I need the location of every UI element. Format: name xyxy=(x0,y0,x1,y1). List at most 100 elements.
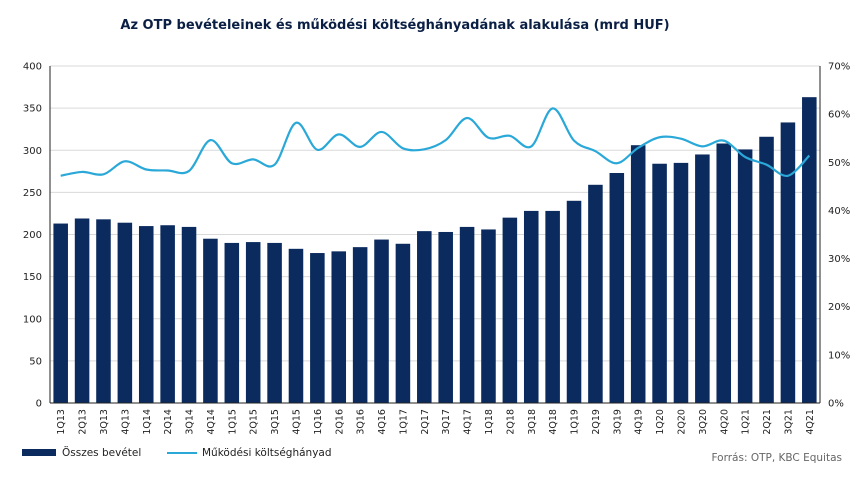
bar xyxy=(716,143,732,403)
bar xyxy=(203,238,218,403)
x-tick-label: 4Q17 xyxy=(463,409,474,435)
x-tick-label: 4Q14 xyxy=(206,409,217,435)
bar xyxy=(695,154,710,403)
left-tick-label: 350 xyxy=(23,104,42,115)
bar xyxy=(117,222,133,403)
x-tick-label: 1Q20 xyxy=(655,409,666,435)
bar xyxy=(138,226,154,403)
bar xyxy=(53,223,68,403)
bar xyxy=(802,97,817,404)
right-axis-ticks: 0% 10% 20% 30% 40% 50% 60% 70% xyxy=(828,62,850,410)
bar xyxy=(459,226,475,403)
x-tick-label: 2Q15 xyxy=(249,409,260,435)
x-tick-label: 1Q21 xyxy=(741,409,752,435)
bar xyxy=(502,217,518,403)
x-tick-label: 1Q19 xyxy=(570,409,581,435)
x-tick-label: 3Q16 xyxy=(356,409,367,435)
right-tick-label: 40% xyxy=(828,206,850,217)
x-tick-label: 4Q15 xyxy=(291,409,302,435)
x-tick-label: 2Q17 xyxy=(420,409,431,435)
cost-ratio-line xyxy=(60,107,811,177)
bar xyxy=(181,226,197,403)
x-tick-label: 1Q13 xyxy=(56,409,67,435)
bar xyxy=(630,145,646,403)
left-tick-label: 400 xyxy=(23,62,42,73)
left-tick-label: 200 xyxy=(23,230,42,241)
right-tick-label: 70% xyxy=(828,62,850,73)
bar xyxy=(673,162,689,403)
x-tick-label: 2Q14 xyxy=(163,409,174,435)
x-tick-label: 3Q18 xyxy=(527,409,538,435)
bar xyxy=(267,242,282,403)
right-tick-label: 0% xyxy=(828,399,844,410)
x-tick-label: 1Q16 xyxy=(313,409,324,435)
left-tick-label: 300 xyxy=(23,146,42,157)
bar xyxy=(780,122,796,403)
x-tick-label: 4Q19 xyxy=(634,409,645,435)
x-axis-ticks: 1Q13 2Q13 3Q13 4Q13 1Q14 2Q14 3Q14 4Q14 1Q15 2Q15… xyxy=(56,409,816,435)
bar xyxy=(224,242,240,403)
gridlines xyxy=(50,65,820,362)
x-tick-label: 1Q17 xyxy=(398,409,409,435)
legend-swatch-bars xyxy=(22,449,56,456)
bar xyxy=(374,239,389,403)
right-tick-label: 10% xyxy=(828,350,850,361)
x-tick-label: 1Q15 xyxy=(227,409,238,435)
bar xyxy=(545,210,560,403)
x-tick-label: 2Q16 xyxy=(334,409,345,435)
bar xyxy=(395,243,411,403)
x-tick-label: 2Q21 xyxy=(762,409,773,435)
bar xyxy=(331,251,347,403)
x-tick-label: 2Q18 xyxy=(505,409,516,435)
bar xyxy=(96,219,111,403)
left-axis-ticks: 0 50 100 150 200 250 300 350 400 xyxy=(23,62,42,410)
right-tick-label: 50% xyxy=(828,158,850,169)
x-tick-label: 3Q19 xyxy=(612,409,623,435)
right-tick-label: 60% xyxy=(828,110,850,121)
bar xyxy=(652,163,667,403)
bar xyxy=(759,136,774,403)
bar xyxy=(737,149,753,403)
bar xyxy=(310,253,325,403)
left-tick-label: 250 xyxy=(23,188,42,199)
bar xyxy=(566,200,582,403)
legend: Összes bevétel Működési költséghányad xyxy=(22,446,332,459)
x-tick-label: 2Q20 xyxy=(676,409,687,435)
x-tick-label: 3Q17 xyxy=(441,409,452,435)
x-tick-label: 1Q18 xyxy=(484,409,495,435)
legend-label-bars: Összes bevétel xyxy=(62,446,141,459)
left-tick-label: 100 xyxy=(23,314,42,325)
x-tick-label: 3Q14 xyxy=(185,409,196,435)
line-series xyxy=(60,107,811,177)
x-tick-label: 4Q21 xyxy=(805,409,816,435)
source-note: Forrás: OTP, KBC Equitas xyxy=(712,452,842,464)
x-tick-label: 3Q20 xyxy=(698,409,709,435)
x-tick-label: 4Q18 xyxy=(548,409,559,435)
right-tick-label: 30% xyxy=(828,254,850,265)
bar xyxy=(352,247,368,403)
bar xyxy=(417,231,432,403)
x-tick-label: 4Q20 xyxy=(719,409,730,435)
bar xyxy=(160,225,175,403)
x-tick-label: 1Q14 xyxy=(142,409,153,435)
left-tick-label: 0 xyxy=(36,399,42,410)
x-tick-label: 4Q13 xyxy=(120,409,131,435)
x-tick-label: 3Q13 xyxy=(99,409,110,435)
x-tick-label: 3Q15 xyxy=(270,409,281,435)
x-tick-label: 2Q13 xyxy=(78,409,89,435)
x-tick-label: 4Q16 xyxy=(377,409,388,435)
bar xyxy=(438,231,453,403)
legend-label-line: Működési költséghányad xyxy=(202,447,332,459)
bar xyxy=(245,242,261,403)
bar-series xyxy=(53,97,817,404)
bar xyxy=(523,210,539,403)
bar xyxy=(74,218,90,403)
bar xyxy=(609,172,625,403)
left-tick-label: 50 xyxy=(29,356,42,367)
x-tick-label: 2Q19 xyxy=(591,409,602,435)
left-tick-label: 150 xyxy=(23,272,42,283)
axes xyxy=(49,66,821,404)
right-tick-label: 20% xyxy=(828,302,850,313)
bar xyxy=(481,229,496,403)
